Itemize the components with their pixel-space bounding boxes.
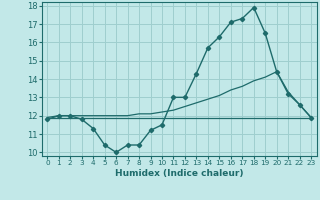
X-axis label: Humidex (Indice chaleur): Humidex (Indice chaleur) bbox=[115, 169, 244, 178]
